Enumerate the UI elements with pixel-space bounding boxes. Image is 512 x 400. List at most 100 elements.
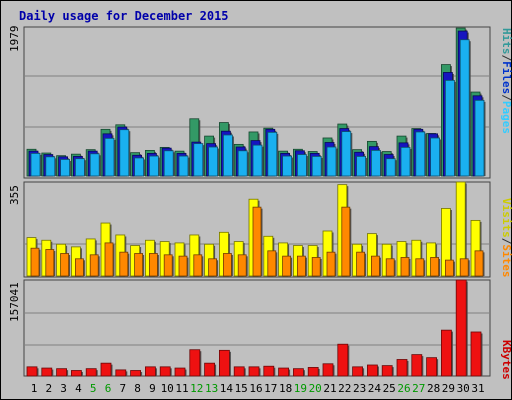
bar-kbytes-day-11	[174, 367, 186, 377]
bar-sites-day-31	[474, 250, 484, 277]
bar-sites-day-5	[89, 254, 99, 277]
x-tick-label-14: 14	[220, 382, 234, 395]
bar-pages-day-29	[444, 79, 455, 177]
bar-kbytes-day-21	[322, 363, 334, 377]
bar-kbytes-day-30	[455, 279, 467, 377]
x-tick-label-28: 28	[427, 382, 440, 395]
bar-pages-day-23	[356, 156, 367, 177]
bar-sites-day-4	[75, 258, 84, 277]
bar-pages-day-19	[296, 154, 307, 177]
bar-sites-day-13	[208, 258, 218, 277]
panel-bottom-grid	[25, 312, 489, 346]
bar-pages-day-27	[415, 131, 426, 177]
bar-pages-day-26	[400, 146, 411, 177]
bar-sites-day-20	[311, 257, 321, 277]
x-tick-label-26: 26	[397, 382, 410, 395]
bar-pages-day-22	[341, 131, 352, 177]
panel-bottom-legend: KBytes	[500, 340, 512, 380]
x-tick-label-12: 12	[190, 382, 203, 395]
bar-kbytes-day-23	[352, 366, 364, 377]
bar-pages-day-16	[252, 144, 263, 177]
bar-sites-day-10	[163, 254, 173, 277]
x-tick-label-10: 10	[161, 382, 174, 395]
x-tick-label-20: 20	[309, 382, 322, 395]
bar-kbytes-day-29	[440, 329, 452, 377]
bar-pages-day-25	[385, 158, 396, 177]
bar-sites-day-24	[370, 255, 380, 277]
bar-sites-day-22	[341, 206, 351, 277]
bar-kbytes-day-26	[396, 359, 408, 377]
panel-top: 1979 Hits/Files/Pages	[8, 26, 512, 179]
bar-sites-day-28	[430, 257, 440, 277]
bar-pages-day-6	[104, 137, 115, 177]
x-tick-label-29: 29	[442, 382, 455, 395]
legend-separator: /	[500, 94, 512, 101]
bar-pages-day-2	[45, 156, 56, 177]
bar-kbytes-day-4	[71, 370, 82, 377]
bar-sites-day-18	[282, 255, 292, 277]
panel-top-grid	[25, 75, 489, 128]
bar-pages-day-13	[208, 146, 219, 177]
bar-pages-day-15	[237, 150, 248, 177]
bar-kbytes-day-19	[292, 368, 304, 377]
panel-middle-legend: Visits/Sites	[500, 198, 512, 278]
bar-pages-day-18	[282, 155, 293, 177]
bar-sites-day-12	[193, 254, 203, 277]
bar-kbytes-day-14	[218, 349, 230, 377]
bar-kbytes-day-8	[130, 370, 142, 377]
panel-middle-bars	[26, 181, 485, 277]
x-tick-labels: 1 2 3 4 5 6 7 8 9 10 11 12 13 14 15 16 17 18 19 20 21 22 23 24 2…	[31, 382, 485, 395]
bar-kbytes-day-28	[426, 357, 438, 377]
bar-sites-day-19	[296, 255, 306, 277]
bar-kbytes-day-13	[204, 362, 216, 377]
bar-kbytes-day-6	[100, 362, 112, 377]
panel-top-max-label: 1979	[8, 26, 21, 53]
bar-sites-day-30	[459, 258, 469, 277]
bar-sites-day-16	[252, 206, 262, 277]
bar-kbytes-day-7	[115, 369, 127, 377]
bar-kbytes-day-5	[85, 368, 97, 377]
bar-sites-day-8	[134, 253, 144, 277]
legend-kbytes: KBytes	[500, 340, 512, 380]
bar-sites-day-9	[148, 253, 158, 277]
x-tick-label-16: 16	[249, 382, 262, 395]
bar-kbytes-day-15	[233, 366, 245, 377]
bar-pages-day-8	[134, 157, 145, 177]
x-tick-label-3: 3	[60, 382, 67, 395]
bar-pages-day-24	[370, 150, 381, 177]
bar-sites-day-15	[237, 254, 247, 277]
x-tick-label-23: 23	[353, 382, 366, 395]
panel-top-bars	[26, 27, 486, 177]
x-tick-label-17: 17	[264, 382, 277, 395]
bar-kbytes-day-31	[470, 331, 482, 377]
x-tick-label-5: 5	[90, 382, 97, 395]
legend-sites: Sites	[500, 244, 512, 277]
bar-kbytes-day-3	[56, 368, 67, 377]
legend-hits: Hits	[500, 28, 512, 55]
x-tick-label-21: 21	[323, 382, 336, 395]
panel-bottom: 157041 KBytes	[8, 279, 512, 380]
bar-sites-day-6	[104, 242, 114, 277]
bar-sites-day-25	[385, 258, 395, 277]
bar-sites-day-3	[60, 253, 69, 277]
bar-pages-day-1	[30, 153, 41, 177]
x-tick-label-24: 24	[368, 382, 382, 395]
bar-kbytes-day-9	[144, 366, 156, 377]
x-tick-label-27: 27	[412, 382, 425, 395]
bar-sites-day-7	[119, 251, 129, 277]
panel-middle: 355 Visits/Sites	[8, 181, 512, 278]
bar-kbytes-day-25	[381, 365, 393, 377]
x-tick-label-18: 18	[279, 382, 292, 395]
bar-sites-day-17	[267, 250, 277, 277]
bar-pages-day-5	[89, 153, 100, 177]
x-tick-label-9: 9	[149, 382, 156, 395]
legend-separator: /	[500, 55, 512, 62]
legend-visits: Visits	[500, 198, 512, 238]
bar-kbytes-day-2	[41, 367, 53, 377]
legend-separator: /	[500, 238, 512, 245]
x-tick-label-4: 4	[75, 382, 82, 395]
bar-pages-day-12	[193, 143, 204, 177]
bar-pages-day-7	[119, 129, 130, 177]
bar-pages-day-9	[148, 155, 159, 177]
bar-sites-day-1	[30, 247, 40, 277]
